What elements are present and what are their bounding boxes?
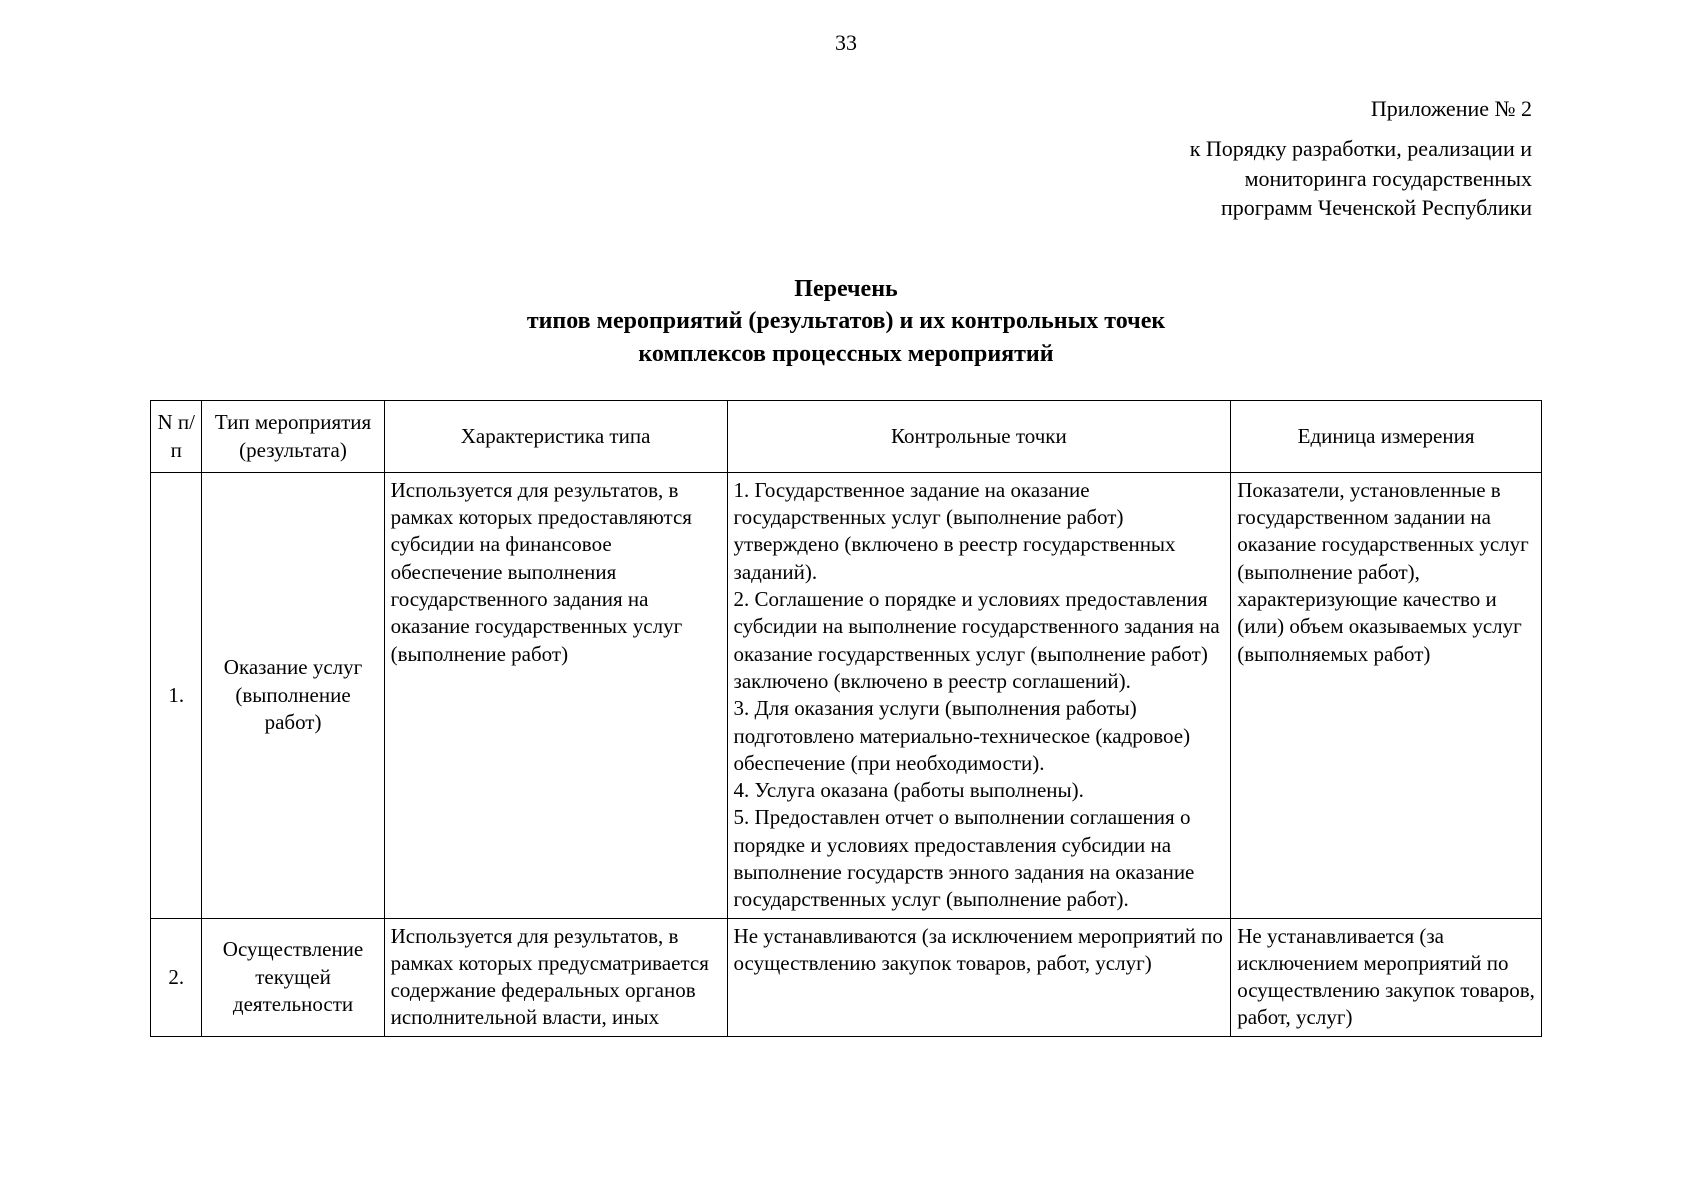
events-table: N п/п Тип мероприятия (результата) Харак… — [150, 400, 1542, 1037]
table-header-row: N п/п Тип мероприятия (результата) Харак… — [151, 401, 1542, 473]
preamble-line-1: к Порядку разработки, реализации и — [1190, 136, 1532, 161]
preamble-line-3: программ Чеченской Республики — [1221, 195, 1532, 220]
document-preamble: к Порядку разработки, реализации и монит… — [150, 134, 1542, 223]
document-title: Перечень типов мероприятий (результатов)… — [150, 273, 1542, 370]
cell-characteristic: Используется для результатов, в рамках к… — [384, 918, 727, 1036]
col-header-type: Тип мероприятия (результата) — [202, 401, 384, 473]
page-number: 33 — [150, 30, 1542, 56]
cell-control-points: 1. Государственное задание на оказание г… — [727, 472, 1231, 918]
preamble-line-2: мониторинга государственных — [1245, 166, 1532, 191]
cell-type: Оказание услуг (выполнение работ) — [202, 472, 384, 918]
title-line-3: комплексов процессных мероприятий — [638, 341, 1053, 367]
cell-n: 2. — [151, 918, 202, 1036]
cell-characteristic: Используется для результатов, в рамках к… — [384, 472, 727, 918]
cell-control-points: Не устанавливаются (за исключением мероп… — [727, 918, 1231, 1036]
table-row: 2. Осуществление текущей деятельности Ис… — [151, 918, 1542, 1036]
cell-type: Осуществление текущей деятельности — [202, 918, 384, 1036]
col-header-characteristic: Характеристика типа — [384, 401, 727, 473]
col-header-unit: Единица измерения — [1231, 401, 1542, 473]
attachment-label: Приложение № 2 — [150, 96, 1542, 122]
cell-unit: Не устанавливается (за исключением мероп… — [1231, 918, 1542, 1036]
cell-unit: Показатели, установленные в государствен… — [1231, 472, 1542, 918]
cell-n: 1. — [151, 472, 202, 918]
col-header-n: N п/п — [151, 401, 202, 473]
title-line-1: Перечень — [794, 276, 897, 302]
title-line-2: типов мероприятий (результатов) и их кон… — [527, 308, 1165, 334]
table-row: 1. Оказание услуг (выполнение работ) Исп… — [151, 472, 1542, 918]
col-header-control-points: Контрольные точки — [727, 401, 1231, 473]
